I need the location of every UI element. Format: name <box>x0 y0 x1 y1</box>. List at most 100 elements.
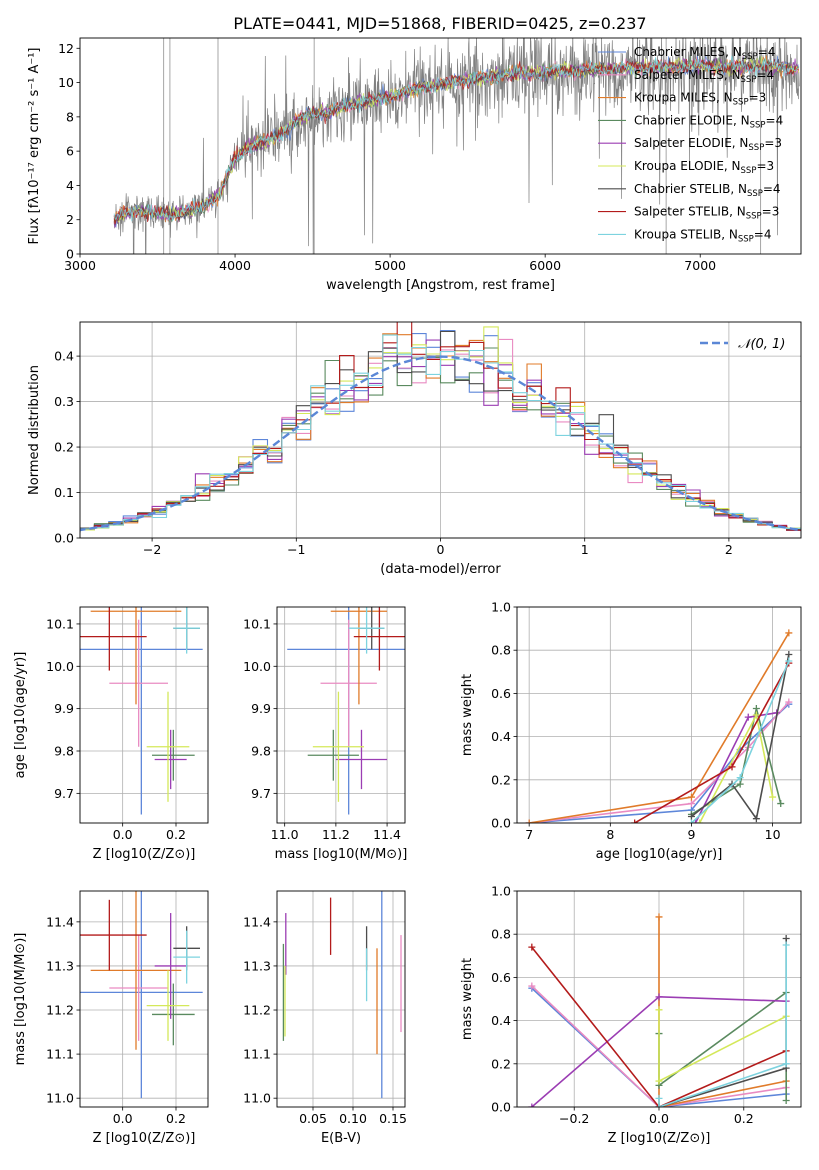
wage-marker <box>631 819 639 823</box>
agez-ytick-label: 10.1 <box>46 616 74 631</box>
wz-marker <box>528 943 536 951</box>
massz-ytick-label: 11.4 <box>46 914 74 929</box>
wage-xtick-label: 7 <box>525 827 533 842</box>
wage-marker <box>785 657 793 665</box>
spectrum-legend-label: Chabrier ELODIE, NSSP=4 <box>634 113 783 130</box>
wage-marker <box>744 713 752 721</box>
spectrum-xtick-label: 4000 <box>219 258 251 273</box>
wage-series <box>525 629 793 823</box>
wage-marker <box>687 793 695 801</box>
wz-marker <box>655 1077 663 1085</box>
massebv-ytick-label: 11.1 <box>243 1047 271 1062</box>
massz-xlabel: Z [log10(Z/Z⊙)] <box>93 1131 196 1146</box>
spectrum-ytick-label: 10 <box>58 75 74 90</box>
wz-series <box>528 913 790 1107</box>
hist-ytick-label: 0.2 <box>54 440 74 455</box>
wage-marker <box>692 819 700 823</box>
wage-ytick-label: 0.0 <box>491 816 511 831</box>
wage-marker <box>785 629 793 637</box>
hist-xtick-label: −1 <box>287 542 305 557</box>
wage-marker <box>736 780 744 788</box>
wz-ytick-label: 0.0 <box>491 1100 511 1115</box>
agez-frame <box>79 606 209 824</box>
spectrum-legend-label: Salpeter ELODIE, NSSP=3 <box>634 136 782 153</box>
spectrum-ytick-label: 6 <box>66 144 74 159</box>
wz-ytick-label: 0.8 <box>491 927 511 942</box>
wage-xtick-label: 9 <box>687 827 695 842</box>
agez-ytick-label: 9.8 <box>54 744 74 759</box>
hist-ytick-label: 0.3 <box>54 394 74 409</box>
wage-line <box>691 654 790 821</box>
wage-marker <box>769 793 777 801</box>
spectrum-panel: 3000 4000 5000 6000 7000 0 2 4 6 8 10 12 wavelength … <box>27 37 802 293</box>
massebv-xtick-label: 0.05 <box>299 1111 327 1126</box>
massebv-ytick-label: 11.4 <box>243 914 271 929</box>
wage-line <box>529 703 790 823</box>
wz-line <box>531 946 787 1107</box>
wz-frame <box>516 890 802 1108</box>
wz-ytick-label: 0.2 <box>491 1056 511 1071</box>
wage-ylabel: mass weight <box>460 674 475 756</box>
spectrum-xtick-label: 6000 <box>529 258 561 273</box>
wage-ticks: 7 8 9 10 0.0 0.2 0.4 0.6 0.8 1.0 <box>491 600 780 843</box>
spectrum-xtick-label: 3000 <box>64 258 96 273</box>
wage-xtick-label: 8 <box>606 827 614 842</box>
spectrum-legend-label: Salpeter MILES, NSSP=4 <box>634 68 774 85</box>
massz-ylabel: mass [log10(M/M⊙)] <box>13 933 28 1066</box>
hist-frame <box>79 321 802 539</box>
massebv-xlabel: E(B-V) <box>321 1131 361 1146</box>
massebv-ytick-label: 11.0 <box>243 1091 271 1106</box>
mass-vs-ebv-panel: 0.05 0.10 0.15 11.0 11.1 11.2 11.3 11.4 E(B-V) <box>243 890 407 1146</box>
wage-marker <box>736 774 744 782</box>
massz-ticks: 0.0 0.2 11.0 11.1 11.2 11.3 11.4 <box>46 914 186 1126</box>
agemass-ytick-label: 9.7 <box>251 786 271 801</box>
massebv-xtick-label: 0.10 <box>339 1111 367 1126</box>
spectrum-legend-label: Kroupa STELIB, NSSP=4 <box>634 227 772 244</box>
wage-marker <box>728 763 736 771</box>
agez-ytick-label: 9.7 <box>54 786 74 801</box>
wage-xlabel: age [log10(age/yr)] <box>596 847 723 862</box>
hist-xtick-label: −2 <box>143 542 161 557</box>
massz-grid <box>80 891 208 1107</box>
massebv-frame <box>276 890 406 1108</box>
spectrum-xtick-label: 5000 <box>374 258 406 273</box>
hist-ticks: −2 −1 0 1 2 0.0 0.1 0.2 0.3 0.4 <box>54 349 733 557</box>
mass-vs-metallicity-panel: 0.0 0.2 11.0 11.1 11.2 11.3 11.4 Z [log10(Z/Z⊙)… <box>13 890 209 1146</box>
massz-ytick-label: 11.0 <box>46 1091 74 1106</box>
wz-ticks: −0.2 0.0 0.2 0.0 0.2 0.4 0.6 0.8 1.0 <box>491 884 754 1127</box>
agemass-xtick-label: 11.4 <box>373 827 401 842</box>
wz-line <box>531 987 787 1107</box>
agez-xtick-label: 0.0 <box>113 827 133 842</box>
agez-ylabel: age [log10(age/yr)] <box>13 652 28 779</box>
wage-marker <box>752 815 760 823</box>
spectrum-ytick-label: 0 <box>66 247 74 262</box>
hist-normal-curve <box>80 355 801 532</box>
wz-xtick-label: 0.0 <box>649 1111 669 1126</box>
hist-ylabel: Normed distribution <box>27 365 42 495</box>
wz-marker <box>655 1006 663 1014</box>
agemass-grid <box>277 607 405 823</box>
agemass-frame <box>276 606 406 824</box>
agez-ytick-label: 10.0 <box>46 659 74 674</box>
massebv-grid <box>277 891 405 1107</box>
wz-marker <box>528 1103 536 1107</box>
hist-series <box>80 322 801 533</box>
wz-xtick-label: −0.2 <box>559 1111 589 1126</box>
hist-xtick-label: 2 <box>725 542 733 557</box>
wage-marker <box>752 711 760 719</box>
wz-line <box>658 945 787 1107</box>
wz-marker <box>655 913 663 921</box>
wz-line <box>531 985 787 1107</box>
agez-points <box>80 607 203 815</box>
massebv-ticks: 0.05 0.10 0.15 11.0 11.1 11.2 11.3 11.4 <box>243 914 407 1126</box>
massz-xtick-label: 0.2 <box>166 1111 186 1126</box>
wage-marker <box>696 819 704 823</box>
wz-marker <box>655 1094 663 1102</box>
wage-marker <box>785 698 793 706</box>
hist-xlabel: (data-model)/error <box>380 562 501 577</box>
spectrum-ytick-label: 4 <box>66 178 74 193</box>
wz-xlabel: Z [log10(Z/Z⊙)] <box>608 1131 711 1146</box>
residual-histogram-panel: −2 −1 0 1 2 0.0 0.1 0.2 0.3 0.4 (data-model)/error… <box>27 321 802 577</box>
spectrum-ytick-label: 8 <box>66 109 74 124</box>
spectrum-model-line <box>113 56 799 226</box>
